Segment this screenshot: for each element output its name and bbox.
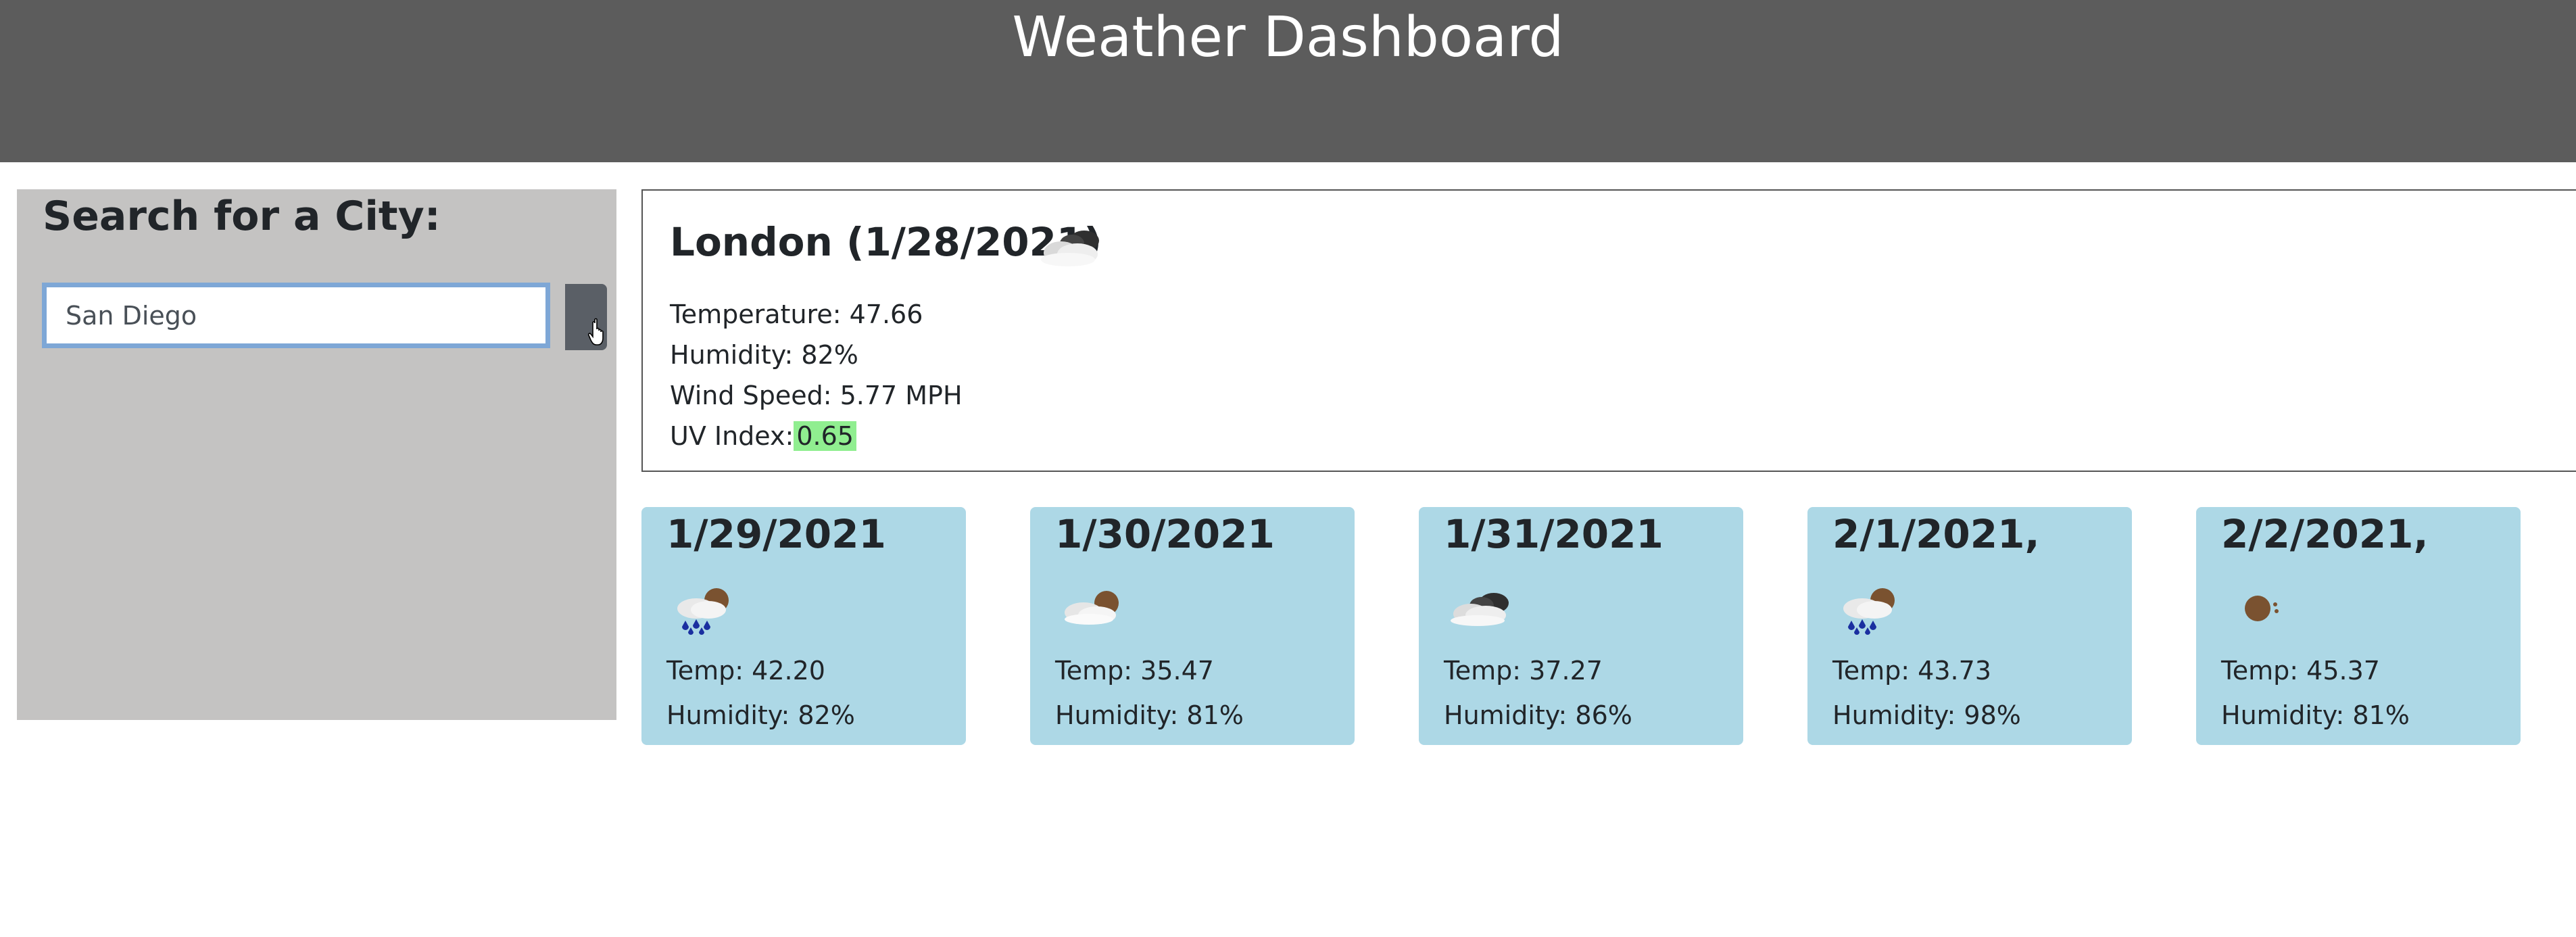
- forecast-date: 2/1/2021,: [1832, 511, 2040, 557]
- forecast-humidity: Humidity: 82%: [666, 700, 855, 730]
- current-weather-card: London (1/28/2021) Temperature: 47.66 Hu…: [641, 189, 2576, 472]
- forecast-date: 1/30/2021: [1055, 511, 1275, 557]
- forecast-date: 1/31/2021: [1444, 511, 1663, 557]
- search-sidebar: Search for a City:: [17, 189, 616, 720]
- forecast-card: 2/2/2021, Temp: 45.37 Humidity: 81%: [2196, 507, 2521, 745]
- current-uv-row: UV Index: 0.65: [670, 418, 856, 454]
- rain-icon: [677, 588, 729, 635]
- forecast-humidity: Humidity: 81%: [1055, 700, 1244, 730]
- forecast-temp: Temp: 37.27: [1444, 656, 1603, 686]
- forecast-card: 1/30/2021 Temp: 35.47 Humidity: 81%: [1030, 507, 1355, 745]
- current-humidity: Humidity: 82%: [670, 340, 858, 370]
- forecast-humidity: Humidity: 81%: [2221, 700, 2410, 730]
- app-header: Weather Dashboard: [0, 0, 2576, 162]
- cloudy-icon: [1451, 593, 1509, 626]
- forecast-card: 1/31/2021 Temp: 37.27 Humidity: 86%: [1419, 507, 1743, 745]
- uv-badge: 0.65: [794, 421, 856, 451]
- forecast-temp: Temp: 43.73: [1832, 656, 1991, 686]
- pointer-cursor-icon: [587, 318, 604, 345]
- forecast-date: 2/2/2021,: [2221, 511, 2429, 557]
- forecast-temp: Temp: 45.37: [2221, 656, 2380, 686]
- current-wind-speed: Wind Speed: 5.77 MPH: [670, 381, 963, 410]
- uv-label: UV Index:: [670, 421, 794, 451]
- partly-cloudy-icon: [1065, 591, 1119, 625]
- forecast-humidity: Humidity: 86%: [1444, 700, 1632, 730]
- sun-icon: [2245, 596, 2279, 621]
- search-button[interactable]: [565, 284, 607, 350]
- search-title: Search for a City:: [43, 193, 441, 240]
- rain-icon: [1843, 588, 1895, 635]
- forecast-card: 1/29/2021 Temp: 42.20 Humidity: 82%: [641, 507, 966, 745]
- forecast-temp: Temp: 42.20: [666, 656, 825, 686]
- forecast-temp: Temp: 35.47: [1055, 656, 1214, 686]
- cloudy-icon: [1041, 231, 1099, 266]
- page-title: Weather Dashboard: [1012, 5, 1564, 70]
- city-search-input[interactable]: [42, 283, 550, 348]
- current-city-heading: London (1/28/2021): [670, 219, 1102, 265]
- forecast-humidity: Humidity: 98%: [1832, 700, 2021, 730]
- current-temperature: Temperature: 47.66: [670, 299, 923, 329]
- forecast-card: 2/1/2021, Temp: 43.73 Humidity: 98%: [1807, 507, 2132, 745]
- forecast-date: 1/29/2021: [666, 511, 886, 557]
